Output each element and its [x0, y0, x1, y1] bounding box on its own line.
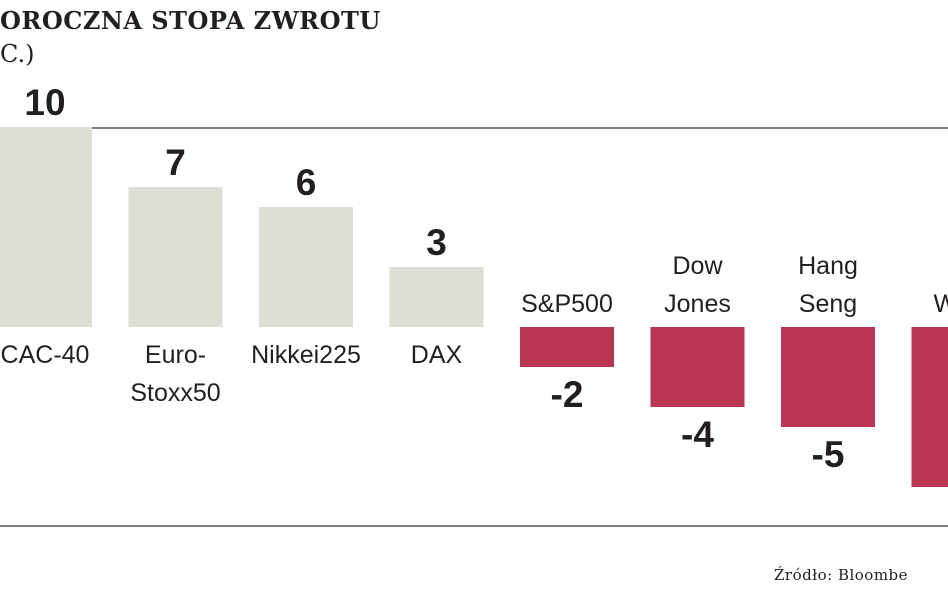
source-note: Źródło: Bloombe — [774, 566, 909, 584]
bar-6 — [781, 327, 875, 427]
category-label-0: CAC-40 — [1, 341, 90, 369]
chart-title: OROCZNA STOPA ZWROTU — [0, 6, 381, 35]
value-label-6: -5 — [812, 434, 845, 475]
value-label-0: 10 — [24, 82, 65, 123]
bar-2 — [259, 207, 353, 327]
unit-label: C.) — [0, 40, 35, 68]
category-label-1-0: Euro- — [145, 341, 206, 369]
category-label-3: DAX — [411, 341, 463, 369]
bar-1 — [128, 187, 223, 327]
value-label-1: 7 — [165, 142, 186, 183]
bar-4 — [520, 327, 614, 367]
category-label-6-0: Hang — [798, 252, 858, 280]
bar-5 — [650, 327, 745, 407]
category-label-6-1: Seng — [799, 290, 857, 318]
category-label-2: Nikkei225 — [251, 341, 361, 369]
value-label-2: 6 — [296, 162, 317, 203]
value-label-3: 3 — [426, 222, 447, 263]
bar-3 — [389, 267, 484, 327]
category-label-1-1: Stoxx50 — [130, 379, 220, 407]
bar-0 — [0, 127, 92, 327]
value-label-4: -2 — [551, 374, 584, 415]
category-label-5-1: Jones — [664, 290, 731, 318]
category-label-4: S&P500 — [521, 290, 613, 318]
category-label-5-0: Dow — [672, 252, 723, 280]
bar-7 — [911, 327, 948, 487]
category-label-7: WIG — [934, 290, 948, 318]
value-label-5: -4 — [681, 414, 714, 455]
